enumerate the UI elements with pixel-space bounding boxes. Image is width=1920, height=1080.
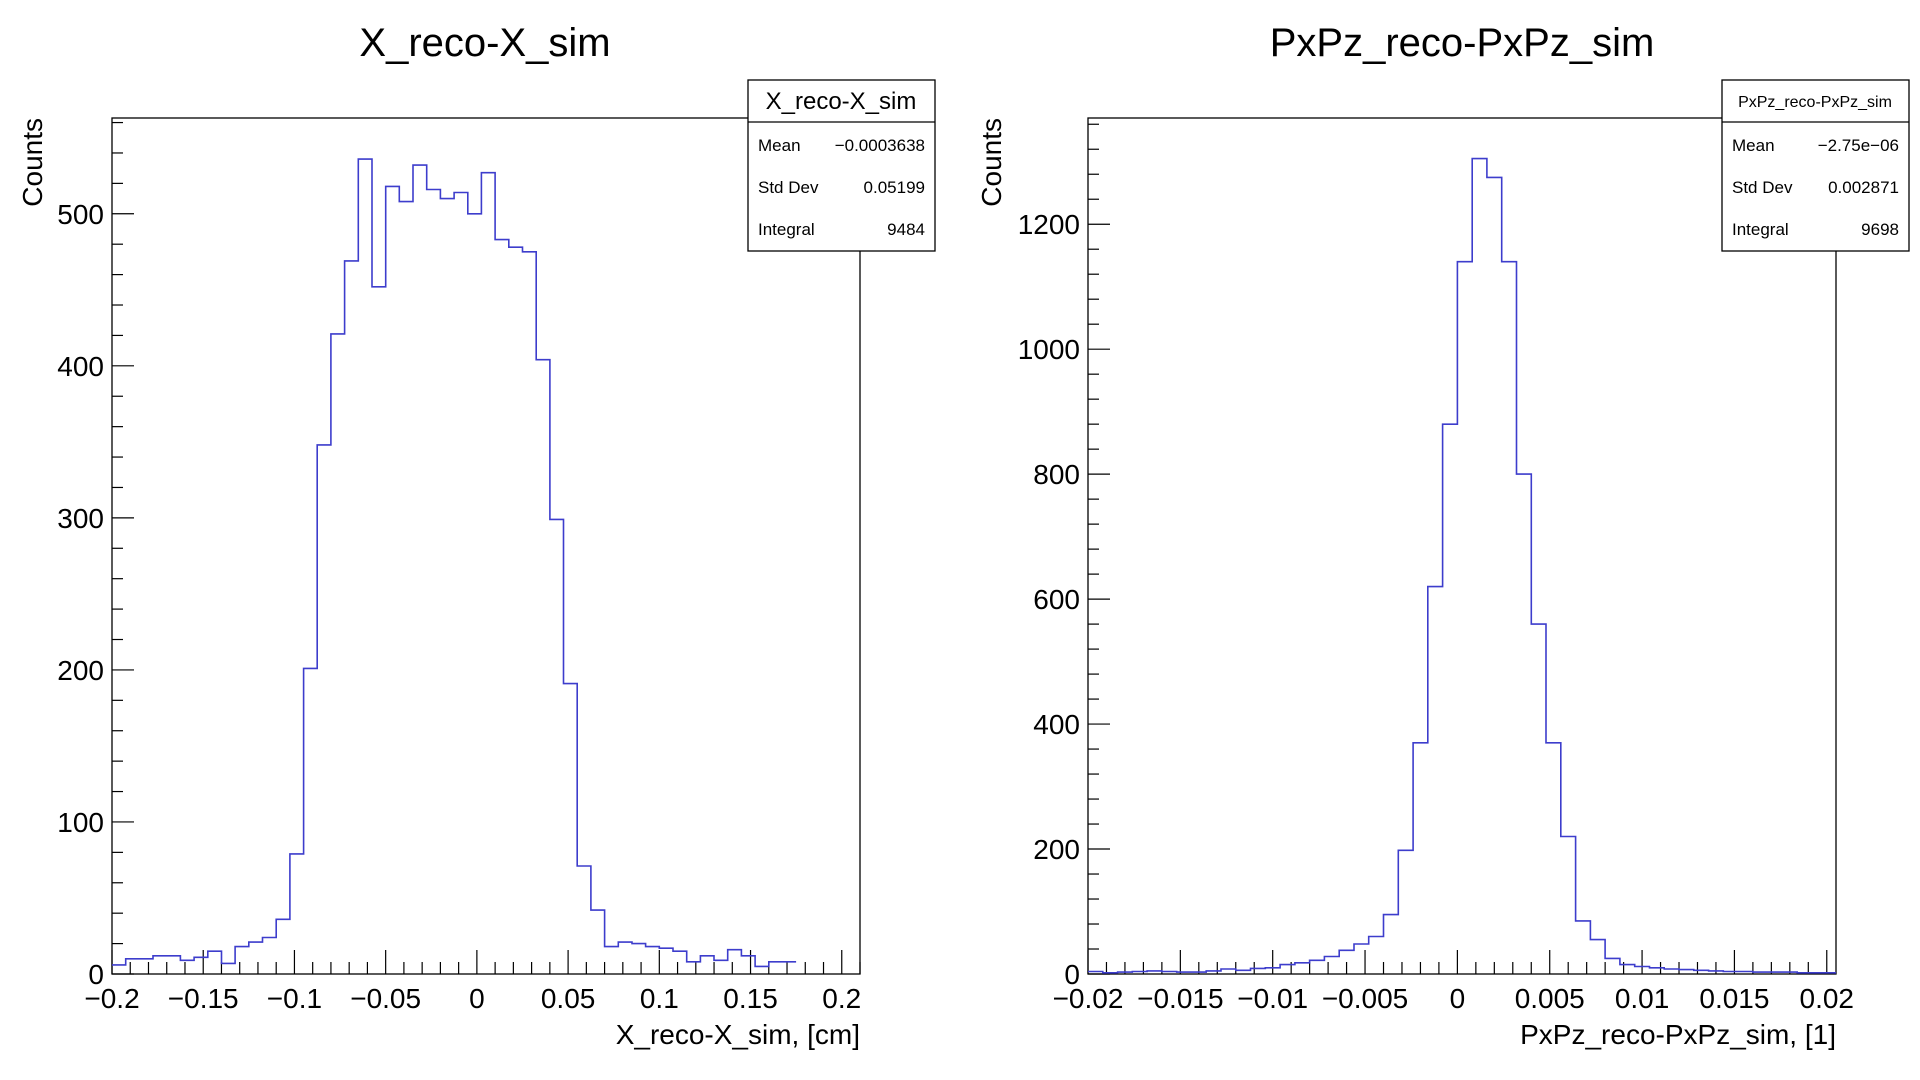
stats-integral-value: 9484 — [887, 220, 925, 239]
stats-box: X_reco-X_sim Mean −0.0003638 Std Dev 0.0… — [747, 79, 936, 252]
x-tick-label: 0 — [1450, 983, 1466, 1014]
y-tick-label: 600 — [1033, 584, 1080, 615]
x-tick-label: 0.15 — [723, 983, 778, 1014]
y-tick-label: 1200 — [1018, 209, 1080, 240]
chart-title: X_reco-X_sim — [359, 21, 610, 65]
x-tick-label: 0.005 — [1515, 983, 1585, 1014]
y-axis-label: Counts — [17, 118, 48, 207]
y-tick-label: 500 — [57, 199, 104, 230]
stats-mean-value: −2.75e−06 — [1818, 136, 1899, 155]
histogram-panel-pxpz: PxPz_reco-PxPz_sim 0 200 400 600 800 1000 1200… — [976, 21, 1910, 1050]
plot-frame — [111, 117, 861, 975]
x-tick-label: 0.015 — [1699, 983, 1769, 1014]
y-tick-label: 0 — [88, 959, 104, 990]
stats-stddev-value: 0.002871 — [1828, 178, 1899, 197]
x-tick-label: 0.05 — [541, 983, 596, 1014]
histogram-line — [1088, 157, 1836, 974]
histogram-line — [112, 158, 797, 968]
x-tick-label: 0.1 — [640, 983, 679, 1014]
y-tick-label: 800 — [1033, 459, 1080, 490]
y-tick-label: 200 — [1033, 834, 1080, 865]
x-axis: −0.2 −0.15 −0.1 −0.05 0 0.05 0.1 0.15 0.2 — [84, 950, 861, 1014]
y-tick-label: 400 — [1033, 709, 1080, 740]
stats-box-title: X_reco-X_sim — [766, 88, 917, 115]
stats-integral-label: Integral — [1732, 220, 1789, 239]
y-tick-label: 0 — [1064, 959, 1080, 990]
x-tick-label: −0.005 — [1322, 983, 1408, 1014]
stats-mean-label: Mean — [1732, 136, 1775, 155]
x-axis-label: X_reco-X_sim, [cm] — [616, 1019, 860, 1050]
x-tick-label: −0.01 — [1237, 983, 1308, 1014]
y-tick-label: 400 — [57, 351, 104, 382]
stats-mean-value: −0.0003638 — [835, 136, 925, 155]
x-axis-label: PxPz_reco-PxPz_sim, [1] — [1520, 1019, 1836, 1050]
plot-frame — [1087, 117, 1837, 975]
stats-stddev-label: Std Dev — [1732, 178, 1793, 197]
y-tick-label: 100 — [57, 807, 104, 838]
x-tick-label: −0.02 — [1053, 983, 1124, 1014]
y-axis: 0 200 400 600 800 1000 1200 — [1018, 123, 1110, 990]
y-tick-label: 1000 — [1018, 334, 1080, 365]
x-tick-label: 0.02 — [1800, 983, 1855, 1014]
x-tick-label: −0.05 — [350, 983, 421, 1014]
chart-title: PxPz_reco-PxPz_sim — [1270, 21, 1655, 65]
x-tick-label: −0.1 — [267, 983, 322, 1014]
y-tick-label: 200 — [57, 655, 104, 686]
stats-box-title: PxPz_reco-PxPz_sim — [1738, 94, 1892, 111]
x-tick-label: 0.2 — [822, 983, 861, 1014]
y-tick-label: 300 — [57, 503, 104, 534]
y-axis-label: Counts — [976, 118, 1007, 207]
stats-box: PxPz_reco-PxPz_sim Mean −2.75e−06 Std De… — [1721, 79, 1910, 252]
stats-integral-value: 9698 — [1861, 220, 1899, 239]
stats-stddev-value: 0.05199 — [864, 178, 925, 197]
x-tick-label: −0.15 — [168, 983, 239, 1014]
x-tick-label: 0.01 — [1615, 983, 1670, 1014]
stats-integral-label: Integral — [758, 220, 815, 239]
x-tick-label: −0.2 — [84, 983, 139, 1014]
x-axis: −0.02 −0.015 −0.01 −0.005 0 0.005 0.01 0.015 0.0… — [1053, 950, 1854, 1014]
stats-stddev-label: Std Dev — [758, 178, 819, 197]
stats-mean-label: Mean — [758, 136, 801, 155]
y-axis: 0 100 200 300 400 500 — [57, 121, 134, 990]
x-tick-label: 0 — [469, 983, 485, 1014]
x-tick-label: −0.015 — [1137, 983, 1223, 1014]
